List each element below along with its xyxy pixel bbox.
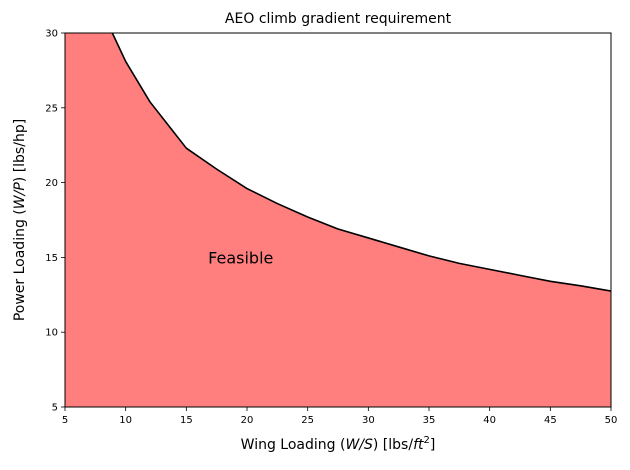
x-tick-label: 10 bbox=[119, 415, 132, 426]
x-tick-label: 45 bbox=[544, 415, 557, 426]
y-axis-title-unit: ) [lbs/hp] bbox=[12, 119, 28, 182]
y-axis-title: Power Loading (W/P) [lbs/hp] bbox=[12, 119, 28, 321]
feasible-annotation: Feasible bbox=[208, 248, 273, 267]
x-axis: 5 10 15 20 25 30 35 40 45 50 bbox=[62, 407, 618, 426]
y-tick-label: 20 bbox=[45, 178, 58, 189]
x-tick-label: 35 bbox=[423, 415, 436, 426]
x-tick-label: 20 bbox=[241, 415, 254, 426]
x-axis-title-variable: W/S bbox=[345, 437, 373, 453]
x-tick-label: 5 bbox=[62, 415, 68, 426]
feasible-region-0 bbox=[65, 33, 611, 407]
x-tick-label: 15 bbox=[180, 415, 193, 426]
x-axis-title-end: ] bbox=[430, 437, 435, 453]
feasible-region-layer bbox=[65, 33, 611, 407]
x-tick-label: 30 bbox=[362, 415, 375, 426]
x-tick-label: 25 bbox=[301, 415, 314, 426]
y-tick-label: 25 bbox=[45, 103, 58, 114]
constraint-curve-layer bbox=[111, 32, 612, 292]
y-tick-label: 15 bbox=[45, 253, 58, 264]
chart-title: AEO climb gradient requirement bbox=[225, 11, 452, 27]
constraint-curve-0 bbox=[111, 32, 612, 292]
x-axis-title-unit: ) [lbs/ bbox=[373, 437, 413, 453]
x-tick-label: 50 bbox=[605, 415, 618, 426]
x-axis-title-unit-ft: ft bbox=[413, 437, 424, 453]
y-axis-title-variable: W/P bbox=[12, 182, 28, 210]
x-axis-title: Wing Loading (W/S) [lbs/ft2] bbox=[241, 435, 436, 453]
y-tick-label: 5 bbox=[52, 403, 58, 414]
annotations: Feasible bbox=[208, 248, 273, 267]
y-axis: 5 10 15 20 25 30 bbox=[45, 29, 65, 414]
x-axis-title-text: Wing Loading ( bbox=[241, 437, 346, 453]
x-axis-title-exponent: 2 bbox=[423, 435, 429, 446]
y-tick-label: 30 bbox=[45, 29, 58, 40]
x-tick-label: 40 bbox=[483, 415, 496, 426]
plot-frame bbox=[64, 32, 612, 408]
y-axis-title-text: Power Loading ( bbox=[12, 209, 28, 321]
y-tick-label: 10 bbox=[45, 328, 58, 339]
